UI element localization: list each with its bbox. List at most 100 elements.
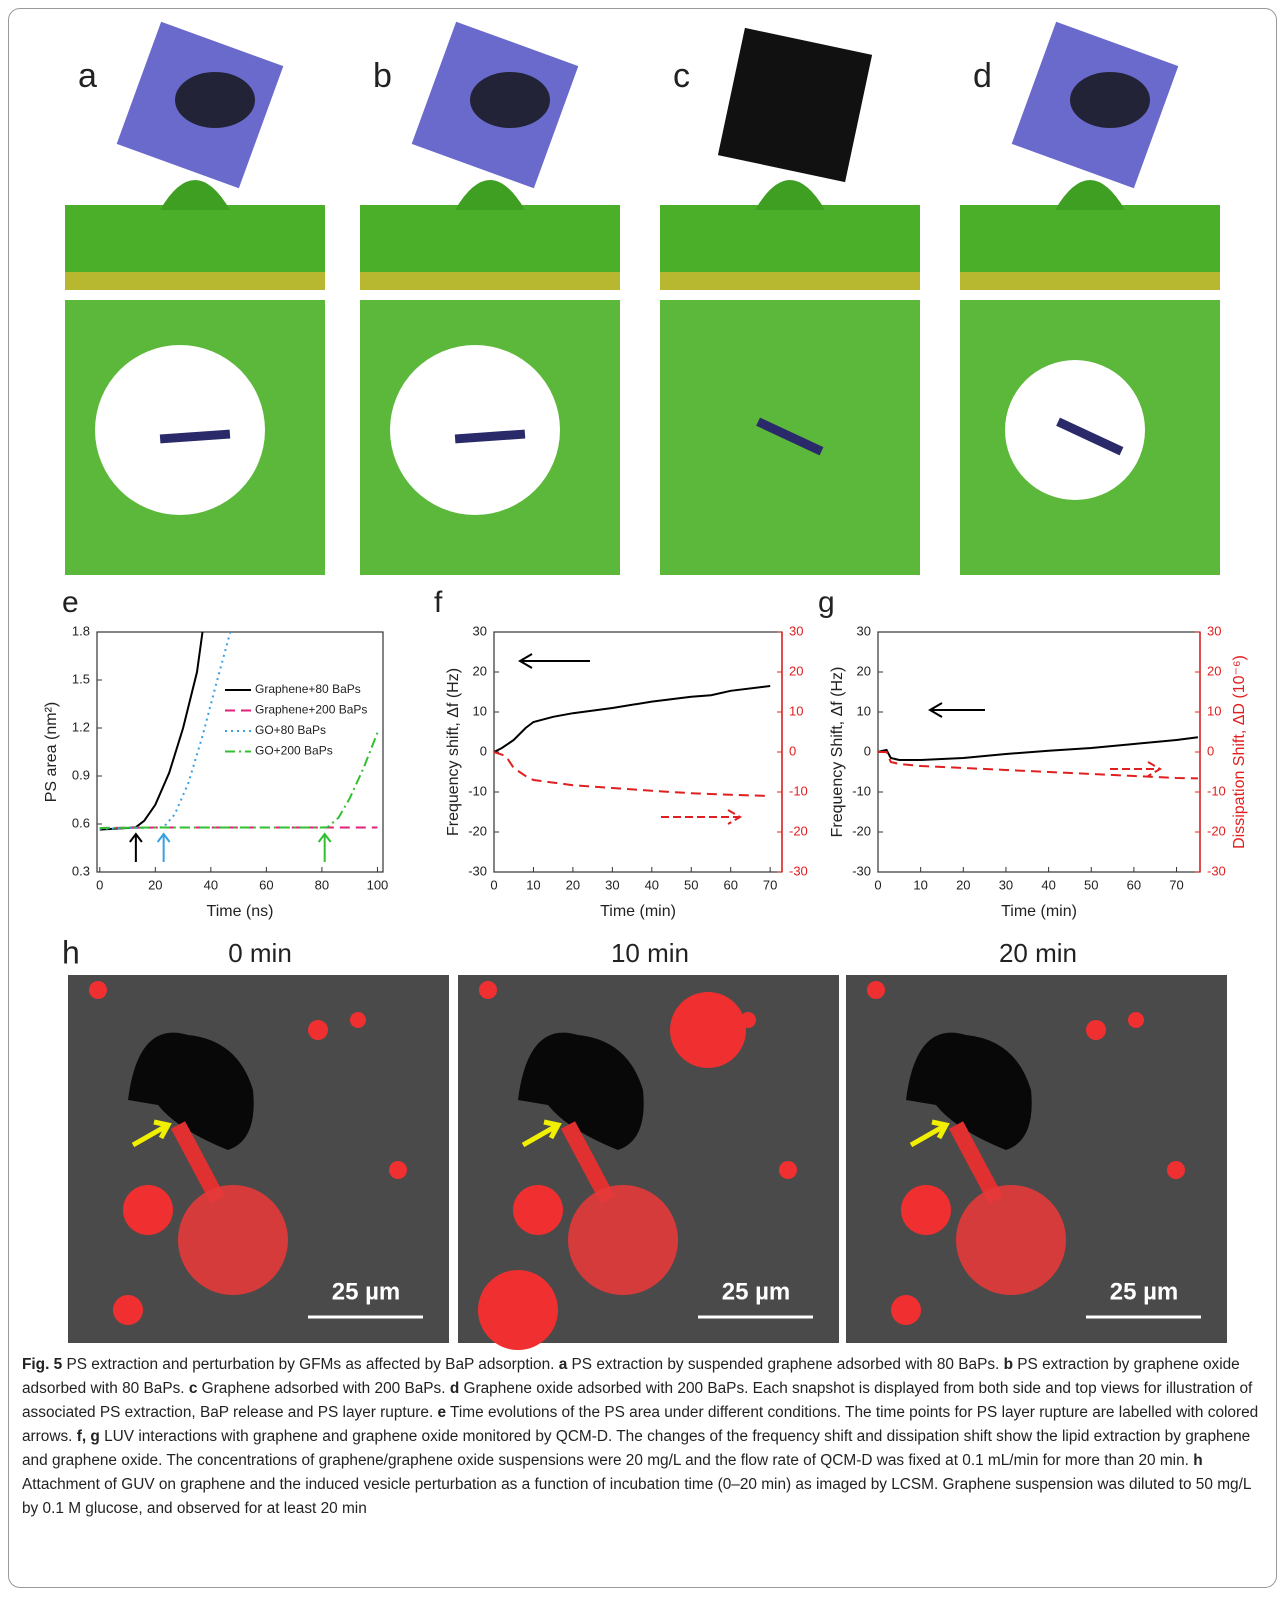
small-vesicle	[867, 981, 885, 999]
x-tick-label: 0	[874, 877, 881, 892]
data-line	[100, 733, 378, 828]
small-vesicle	[779, 1161, 797, 1179]
small-vesicle	[478, 1270, 558, 1350]
caption-key: b	[1004, 1356, 1013, 1373]
panel-label: c	[673, 57, 690, 95]
small-vesicle	[1086, 1020, 1106, 1040]
x-tick-label: 30	[999, 877, 1013, 892]
x-tick-label: 10	[526, 877, 540, 892]
small-vesicle	[1167, 1161, 1185, 1179]
small-vesicle	[670, 992, 746, 1068]
scale-bar-label: 25 µm	[332, 1278, 401, 1305]
y-tick-label: 20	[473, 663, 487, 678]
pore	[390, 345, 560, 515]
lipid-base	[660, 272, 920, 290]
y-axis-label: PS area (nm²)	[43, 702, 60, 802]
lipid-base	[360, 272, 620, 290]
x-tick-label: 40	[1041, 877, 1055, 892]
x-axis-label: Time (min)	[1001, 903, 1077, 920]
caption-text: PS extraction and perturbation by GFMs a…	[62, 1356, 558, 1373]
data-line	[494, 686, 770, 752]
x-tick-label: 70	[1169, 877, 1183, 892]
lipid-base	[960, 272, 1220, 290]
snapshot	[960, 22, 1220, 575]
snapshot	[660, 28, 920, 575]
time-label: 10 min	[611, 938, 689, 968]
caption-text: Graphene adsorbed with 200 BaPs.	[197, 1380, 449, 1397]
time-label: 0 min	[228, 938, 292, 968]
x-axis-label: Time (min)	[600, 903, 676, 920]
y-tick-label: 0	[864, 743, 871, 758]
snapshot	[65, 22, 325, 575]
data-line	[100, 632, 203, 830]
rupture-arrow	[158, 834, 170, 862]
y-tick-label: 1.5	[72, 671, 90, 686]
y2-tick-label: -10	[1207, 783, 1226, 798]
y-tick-label: 1.2	[72, 719, 90, 734]
lipid-base	[65, 272, 325, 290]
y-tick-label: 10	[857, 703, 871, 718]
y2-tick-label: 30	[789, 623, 803, 638]
lipid-neck	[755, 180, 825, 210]
small-vesicle	[891, 1295, 921, 1325]
x-tick-label: 20	[956, 877, 970, 892]
small-vesicle	[350, 1012, 366, 1028]
small-vesicle	[901, 1185, 951, 1235]
y-tick-label: 0.6	[72, 815, 90, 830]
lipid-neck	[455, 180, 525, 210]
x-tick-label: 40	[645, 877, 659, 892]
y-tick-label: 1.8	[72, 623, 90, 638]
y-tick-label: -20	[852, 823, 871, 838]
data-line	[494, 752, 770, 796]
small-vesicle	[389, 1161, 407, 1179]
caption-text: LUV interactions with graphene and graph…	[22, 1428, 1250, 1469]
axis-arrow	[930, 703, 985, 717]
x-tick-label: 0	[96, 877, 103, 892]
panel-label: g	[818, 586, 835, 619]
y-axis-label: Frequency shift, Δf (Hz)	[445, 668, 462, 836]
vesicle	[568, 1185, 678, 1295]
y-tick-label: 0	[480, 743, 487, 758]
caption-text: Attachment of GUV on graphene and the in…	[22, 1476, 1251, 1517]
axis-arrow	[661, 810, 740, 824]
y-tick-label: -10	[852, 783, 871, 798]
x-tick-label: 30	[605, 877, 619, 892]
figure-page: abcde0204060801000.30.60.91.21.51.8Time …	[0, 0, 1287, 1598]
small-vesicle	[1128, 1012, 1144, 1028]
caption-key: d	[450, 1380, 459, 1397]
y2-tick-label: 30	[1207, 623, 1221, 638]
bap-cluster	[1070, 72, 1150, 128]
x-axis-label: Time (ns)	[207, 903, 274, 920]
small-vesicle	[123, 1185, 173, 1235]
y2-axis-label: Dissipation Shift, ΔD (10⁻⁶)	[1231, 655, 1248, 849]
rupture-arrow	[130, 834, 142, 862]
x-tick-label: 10	[913, 877, 927, 892]
caption: Fig. 5 PS extraction and perturbation by…	[22, 1353, 1267, 1521]
data-line	[878, 737, 1198, 760]
y2-tick-label: -30	[789, 863, 808, 878]
x-tick-label: 20	[148, 877, 162, 892]
pore	[95, 345, 265, 515]
x-tick-label: 40	[204, 877, 218, 892]
snapshot	[360, 22, 620, 575]
y-tick-label: 30	[857, 623, 871, 638]
x-tick-label: 60	[259, 877, 273, 892]
y-tick-label: -20	[468, 823, 487, 838]
axis-arrow	[1110, 762, 1160, 776]
nanosheet	[718, 28, 872, 182]
small-vesicle	[308, 1020, 328, 1040]
x-tick-label: 50	[684, 877, 698, 892]
panel-label: h	[62, 934, 80, 970]
time-label: 20 min	[999, 938, 1077, 968]
rupture-arrow	[319, 834, 331, 862]
vesicle	[956, 1185, 1066, 1295]
caption-key: e	[438, 1404, 447, 1421]
x-tick-label: 100	[367, 877, 389, 892]
caption-key: h	[1193, 1452, 1202, 1469]
y-tick-label: 20	[857, 663, 871, 678]
panel-label: f	[434, 586, 443, 619]
scale-bar-label: 25 µm	[722, 1278, 791, 1305]
y2-tick-label: 0	[1207, 743, 1214, 758]
small-vesicle	[479, 981, 497, 999]
